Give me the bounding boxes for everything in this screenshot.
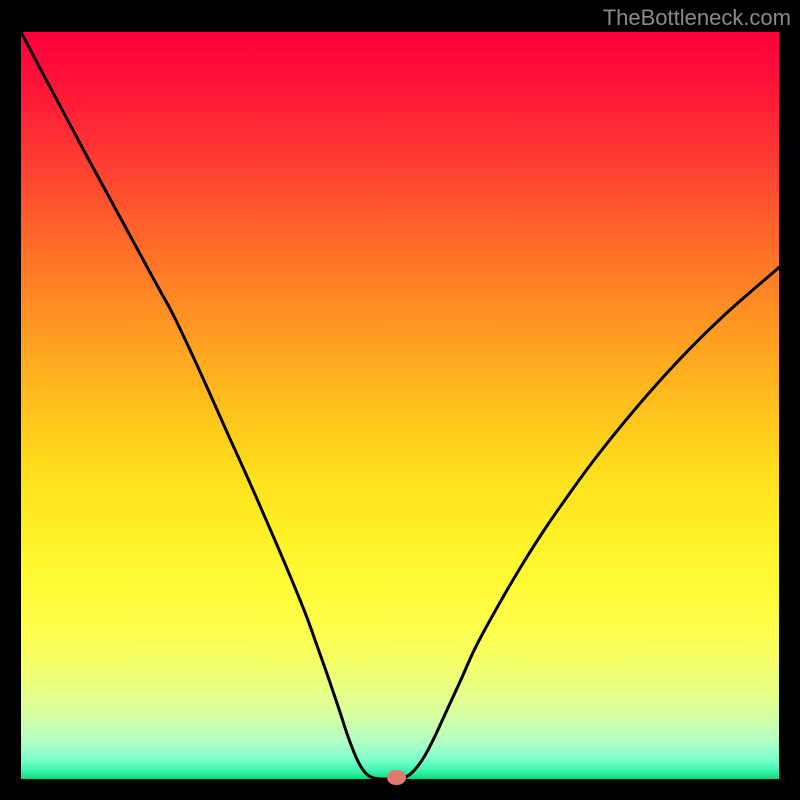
chart-background	[21, 32, 779, 779]
chart-container: TheBottleneck.com	[0, 0, 800, 800]
watermark-text: TheBottleneck.com	[603, 5, 791, 31]
bottleneck-chart	[0, 0, 800, 800]
optimum-marker	[387, 770, 406, 785]
